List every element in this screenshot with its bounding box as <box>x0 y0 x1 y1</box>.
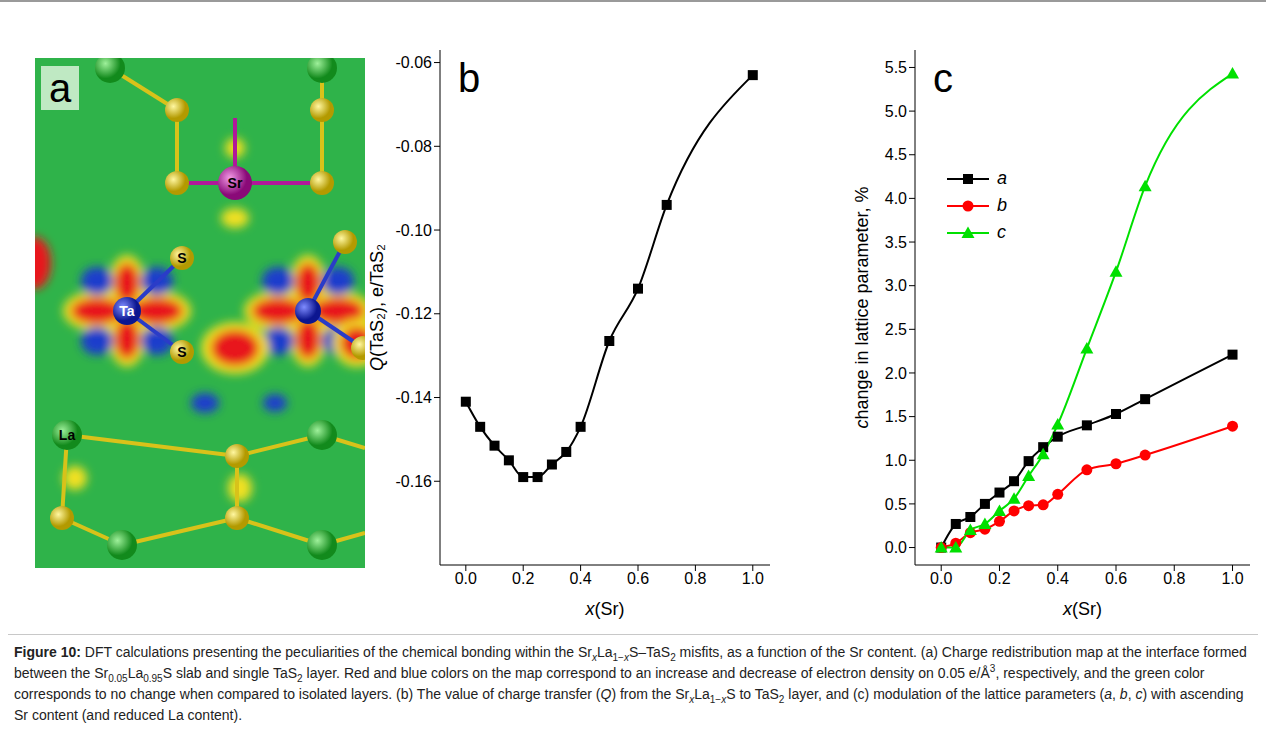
svg-text:-0.10: -0.10 <box>396 222 433 239</box>
svg-text:4.0: 4.0 <box>885 190 907 207</box>
svg-text:x(Sr): x(Sr) <box>1062 599 1102 619</box>
html-text:Figure 10: DFT calculations pr: Figure 10: DFT calculations presenting t… <box>14 644 1247 723</box>
svg-text:2.0: 2.0 <box>885 365 907 382</box>
svg-text:0.6: 0.6 <box>627 570 649 587</box>
svg-text:S: S <box>177 250 186 266</box>
svg-text:3.5: 3.5 <box>885 234 907 251</box>
svg-text:a: a <box>49 66 72 110</box>
svg-text:Sr: Sr <box>228 175 243 191</box>
svg-text:-0.06: -0.06 <box>396 54 433 71</box>
svg-text:2.5: 2.5 <box>885 321 907 338</box>
html-text:c: c <box>933 56 953 100</box>
svg-text:La: La <box>59 427 76 443</box>
svg-text:-0.14: -0.14 <box>396 389 433 406</box>
svg-text:1.5: 1.5 <box>885 408 907 425</box>
html-text:a: a <box>997 168 1007 188</box>
svg-text:-0.08: -0.08 <box>396 138 433 155</box>
svg-text:0.2: 0.2 <box>988 570 1010 587</box>
svg-text:change in lattice parameter, %: change in lattice parameter, % <box>852 186 872 428</box>
svg-text:x(Sr): x(Sr) <box>585 599 625 619</box>
svg-text:0.8: 0.8 <box>684 570 706 587</box>
svg-text:1.0: 1.0 <box>742 570 764 587</box>
html-text:b: b <box>458 56 481 100</box>
svg-text:0.5: 0.5 <box>885 496 907 513</box>
svg-text:0.0: 0.0 <box>930 570 952 587</box>
svg-text:5.5: 5.5 <box>885 59 907 76</box>
svg-text:0.0: 0.0 <box>885 539 907 556</box>
svg-text:Q(TaS₂), e/TaS₂: Q(TaS₂), e/TaS₂ <box>367 244 387 371</box>
svg-text:Ta: Ta <box>119 303 135 319</box>
svg-text:0.4: 0.4 <box>1047 570 1069 587</box>
svg-text:0.2: 0.2 <box>512 570 534 587</box>
svg-text:4.5: 4.5 <box>885 146 907 163</box>
svg-text:0.6: 0.6 <box>1105 570 1127 587</box>
svg-text:-0.16: -0.16 <box>396 473 433 490</box>
html-text:b: b <box>997 195 1007 215</box>
svg-text:0.4: 0.4 <box>569 570 591 587</box>
svg-text:1.0: 1.0 <box>885 452 907 469</box>
svg-text:-0.12: -0.12 <box>396 305 433 322</box>
svg-text:5.0: 5.0 <box>885 103 907 120</box>
svg-text:S: S <box>177 344 186 360</box>
svg-text:3.0: 3.0 <box>885 277 907 294</box>
svg-text:0.8: 0.8 <box>1163 570 1185 587</box>
html-text:c: c <box>997 222 1006 242</box>
svg-text:1.0: 1.0 <box>1221 570 1243 587</box>
svg-text:0.0: 0.0 <box>455 570 477 587</box>
